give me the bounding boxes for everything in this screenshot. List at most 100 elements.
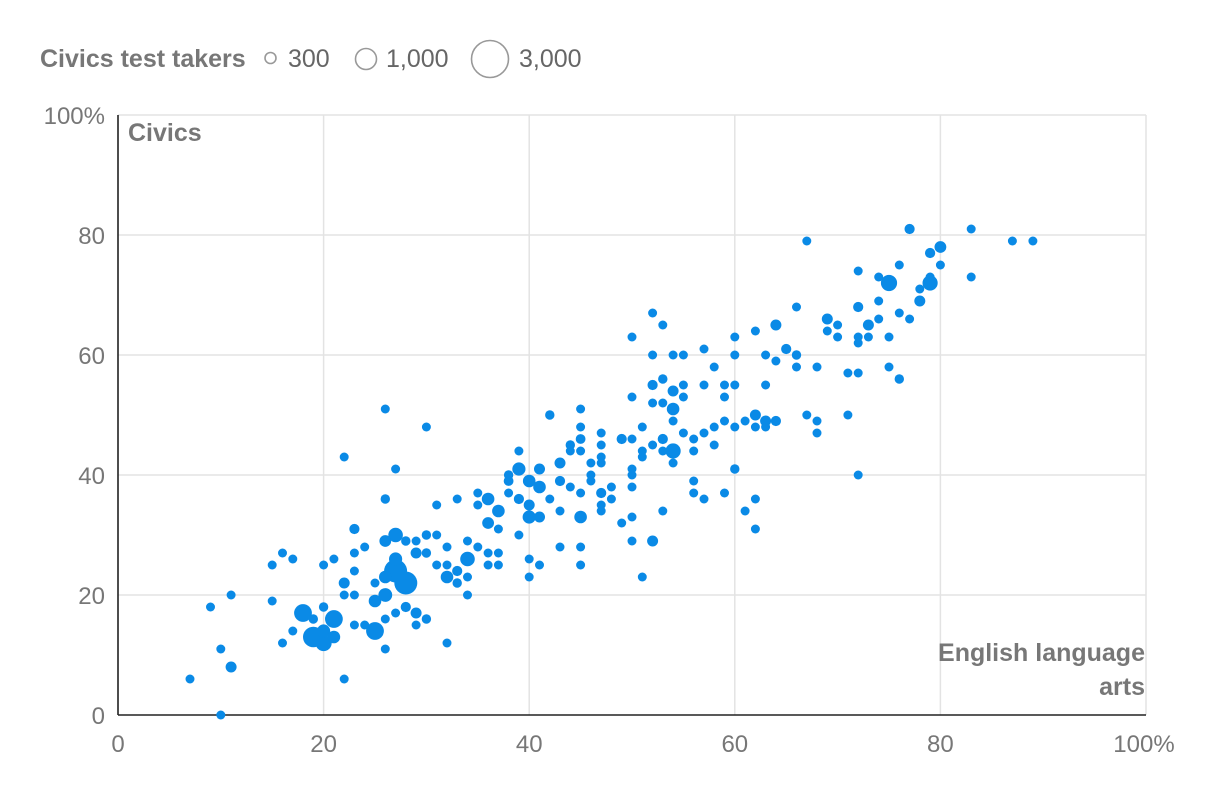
scatter-point <box>904 223 915 235</box>
scatter-point <box>576 422 586 432</box>
scatter-point <box>452 578 462 588</box>
scatter-point <box>339 590 349 600</box>
scatter-point <box>658 320 668 330</box>
scatter-point <box>349 590 359 600</box>
scatter-point <box>586 458 596 468</box>
scatter-points <box>185 223 1038 720</box>
scatter-point <box>720 380 729 390</box>
scatter-point <box>761 350 771 360</box>
scatter-point <box>533 480 546 494</box>
scatter-point <box>658 398 668 408</box>
scatter-point <box>319 560 329 570</box>
scatter-point <box>349 620 359 630</box>
scatter-point <box>689 446 699 456</box>
scatter-point <box>483 548 493 558</box>
y-tick-label-100: 100% <box>44 103 105 130</box>
y-tick-label-40: 40 <box>78 463 105 490</box>
scatter-point <box>925 247 936 259</box>
y-tick-label-0: 0 <box>92 703 105 730</box>
scatter-point <box>905 314 915 324</box>
scatter-point <box>360 620 370 630</box>
scatter-point <box>894 308 904 318</box>
scatter-point <box>802 236 812 246</box>
scatter-point <box>380 614 390 624</box>
scatter-point <box>606 494 616 504</box>
scatter-point <box>750 422 760 432</box>
scatter-point <box>216 710 226 720</box>
scatter-point <box>668 350 678 360</box>
scatter-point <box>565 482 575 492</box>
scatter-point <box>833 320 843 330</box>
scatter-point <box>637 572 647 582</box>
scatter-point <box>512 462 526 476</box>
scatter-point <box>771 356 781 366</box>
scatter-point <box>749 409 761 421</box>
gridlines <box>118 114 1147 715</box>
scatter-point <box>648 398 658 408</box>
legend-symbol-1000 <box>354 47 378 71</box>
scatter-point <box>514 530 524 540</box>
scatter-point <box>379 535 392 547</box>
scatter-point <box>668 416 678 426</box>
scatter-point <box>812 428 822 438</box>
scatter-point <box>394 571 418 595</box>
scatter-point <box>216 644 226 654</box>
scatter-point <box>576 488 586 498</box>
scatter-point <box>647 535 659 547</box>
scatter-point <box>915 284 925 294</box>
scatter-point <box>565 446 575 456</box>
scatter-point <box>473 542 483 552</box>
scatter-point <box>647 379 658 391</box>
scatter-point <box>648 308 658 318</box>
scatter-point <box>627 332 637 342</box>
scatter-point <box>781 343 792 355</box>
x-tick-label-100: 100% <box>1113 731 1174 758</box>
scatter-point <box>689 476 699 486</box>
scatter-point <box>689 434 699 444</box>
scatter-point <box>658 374 668 384</box>
scatter-point <box>853 338 863 348</box>
legend-label-3000: 3,000 <box>519 45 582 73</box>
legend-label-300: 300 <box>288 45 330 73</box>
scatter-point <box>812 416 822 426</box>
scatter-point <box>894 374 904 384</box>
scatter-point <box>596 487 607 499</box>
scatter-point <box>843 368 853 378</box>
scatter-point <box>576 542 586 552</box>
scatter-point <box>822 326 832 336</box>
scatter-point <box>884 332 894 342</box>
legend-label-1000: 1,000 <box>386 45 449 73</box>
scatter-point <box>658 446 668 456</box>
scatter-point <box>648 440 658 450</box>
scatter-point <box>524 554 534 564</box>
scatter-point <box>432 560 442 570</box>
scatter-point <box>473 488 483 498</box>
scatter-point <box>360 542 370 552</box>
scatter-point <box>401 536 411 546</box>
scatter-point <box>442 560 452 570</box>
x-axis-title-line-1: English language <box>938 639 1145 667</box>
scatter-point <box>863 332 873 342</box>
scatter-point <box>740 506 750 516</box>
scatter-point <box>379 570 392 584</box>
scatter-point <box>308 614 318 624</box>
scatter-point <box>185 674 195 684</box>
scatter-point <box>658 506 668 516</box>
x-tick-label-0: 0 <box>111 731 124 758</box>
x-tick-label-40: 40 <box>516 731 543 758</box>
scatter-point <box>278 638 287 648</box>
scatter-point <box>596 506 606 516</box>
scatter-point <box>523 499 535 511</box>
scatter-point <box>667 385 679 397</box>
y-tick-label-60: 60 <box>78 343 105 370</box>
scatter-point <box>463 536 472 546</box>
scatter-point <box>278 548 287 558</box>
scatter-point <box>1007 236 1017 246</box>
scatter-point <box>720 488 729 498</box>
scatter-point <box>1028 236 1038 246</box>
scatter-point <box>966 224 976 234</box>
scatter-point <box>267 596 277 606</box>
scatter-point <box>576 560 586 570</box>
scatter-point <box>709 422 719 432</box>
